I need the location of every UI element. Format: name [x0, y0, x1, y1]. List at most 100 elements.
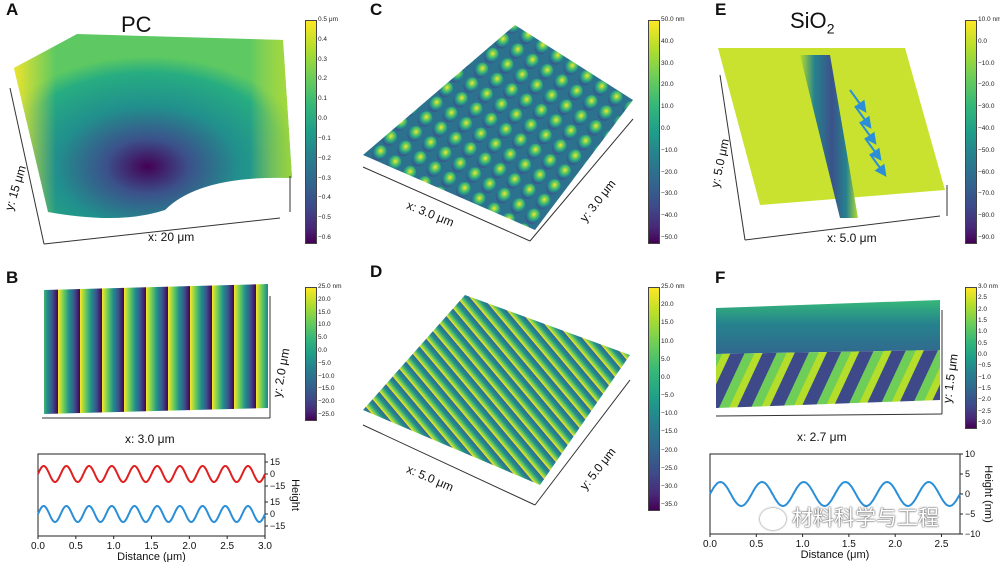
colorbar-tick-label: −25.0 — [318, 411, 335, 418]
watermark-text: 材料科学与工程 — [760, 502, 939, 532]
colorbar-tick-label: −0.6 — [318, 234, 331, 241]
x-tick-label: 2.0 — [182, 541, 196, 552]
x-tick-label: 3.0 — [258, 541, 272, 552]
panel-c-colorbar-ticks: 50.0 nm 40.0 30.0 20.0 10.0 0.0 −10.0 −20.0 −30.… — [661, 16, 701, 243]
panel-e-title-sub: 2 — [826, 20, 835, 37]
colorbar-tick-label: −10.0 — [978, 59, 995, 67]
panel-e-title: SiO2 — [790, 8, 834, 36]
colorbar-tick-label: −50.0 — [661, 234, 678, 241]
colorbar-tick-label: −60.0 — [978, 168, 995, 176]
colorbar-tick-label: −3.0 — [978, 419, 991, 426]
panel-c-surface — [362, 25, 634, 242]
colorbar-tick-label: 1.5 — [978, 317, 988, 324]
colorbar-tick-label: 0.0 — [978, 351, 988, 358]
panel-b-surface — [42, 284, 271, 419]
panel-e-title-main: SiO — [790, 8, 827, 33]
colorbar-tick-label: −0.5 — [318, 214, 331, 222]
colorbar-tick-label: 1.0 — [978, 328, 988, 336]
x-tick-label: 0.0 — [31, 541, 45, 552]
x-tick-label: 2.5 — [935, 539, 949, 550]
colorbar-tick-label: 0.0 — [978, 37, 988, 45]
colorbar-tick-label: 20.0 — [661, 301, 674, 309]
panel-f-surface — [715, 300, 943, 417]
colorbar-tick-label: 0.3 — [318, 55, 328, 63]
colorbar-tick-label: 10.0 nm — [978, 16, 1000, 23]
panel-a-colorbar — [305, 20, 317, 244]
wechat-icon — [760, 508, 786, 530]
y-tick-label: −10 — [965, 529, 980, 539]
y-tick-label: 0 — [965, 489, 970, 499]
panel-letter-b: B — [6, 268, 19, 287]
plot-frame — [37, 453, 266, 537]
colorbar-tick-label: −30.0 — [978, 103, 995, 111]
colorbar-tick-label: 10.0 — [661, 337, 674, 345]
y-tick-label: 10 — [965, 449, 975, 459]
y-tick-label: 15 — [270, 457, 280, 467]
colorbar-tick-label: 30.0 — [661, 59, 674, 67]
colorbar-tick-label: 0.5 μm — [318, 16, 339, 23]
colorbar-tick-label: −25.0 — [661, 464, 678, 472]
profile-series-line — [37, 505, 266, 523]
panel-e-arrows — [849, 89, 887, 177]
x-tick-label: 0.5 — [69, 541, 83, 552]
y-axis-label: Height — [289, 479, 301, 511]
colorbar-tick-label: −15.0 — [661, 428, 678, 436]
panel-a-colorbar-ticks: 0.5 μm 0.4 0.3 0.2 0.1 0.0 −0.1 −0.2 −0.3 −0.4 −0.… — [318, 16, 358, 243]
panel-letter-c: C — [370, 0, 383, 19]
y-tick-label: 0 — [270, 469, 275, 479]
panel-letter-d: D — [370, 262, 383, 281]
panel-letter-a: A — [6, 0, 19, 19]
colorbar-tick-label: −40.0 — [978, 125, 995, 132]
panel-e-surface — [718, 48, 948, 241]
colorbar-tick-label: 40.0 — [661, 37, 674, 45]
colorbar-tick-label: 0.1 — [318, 95, 328, 103]
colorbar-tick-label: 0.5 — [978, 339, 988, 347]
x-tick-label: 2.0 — [888, 539, 902, 550]
colorbar-tick-label: 50.0 nm — [661, 16, 685, 23]
panel-e-colorbar — [965, 20, 977, 244]
x-axis-label: Distance (μm) — [117, 551, 186, 562]
x-tick-label: 0.5 — [749, 539, 763, 550]
panel-d-colorbar-ticks: 25.0 nm 20.0 15.0 10.0 5.0 0.0 −5.0 −10.0 −15.0 −… — [661, 283, 701, 510]
y-axis-label: Height (nm) — [982, 465, 994, 522]
y-tick-label: −5 — [965, 509, 975, 519]
panel-b-colorbar-ticks: 25.0 nm 20.0 15.0 10.0 5.0 0.0 −5.0 −10.0 −15.0 −… — [318, 283, 358, 420]
panel-e-x-label: x: 5.0 μm — [827, 231, 877, 245]
colorbar-tick-label: −40.0 — [661, 212, 678, 220]
colorbar-tick-label: −30.0 — [661, 190, 678, 198]
colorbar-tick-label: 20.0 — [318, 295, 331, 303]
colorbar-tick-label: −0.3 — [318, 174, 331, 182]
x-tick-label: 1.5 — [842, 539, 856, 550]
colorbar-tick-label: 2.0 — [978, 305, 988, 313]
y-tick-label: 5 — [965, 469, 970, 479]
colorbar-tick-label: −2.0 — [978, 396, 991, 404]
colorbar-tick-label: 20.0 — [661, 81, 674, 89]
colorbar-tick-label: −20.0 — [318, 398, 335, 406]
colorbar-tick-label: −0.2 — [318, 154, 331, 162]
x-tick-label: 2.5 — [220, 541, 234, 552]
colorbar-tick-label: −90.0 — [978, 234, 995, 241]
panel-f-x-label: x: 2.7 μm — [797, 430, 847, 444]
panel-c-colorbar — [648, 20, 660, 244]
colorbar-tick-label: −30.0 — [661, 482, 678, 490]
panel-a-title: PC — [121, 12, 152, 37]
colorbar-tick-label: 5.0 — [318, 334, 328, 342]
colorbar-tick-label: 15.0 — [661, 319, 674, 327]
panel-d-surface — [362, 295, 631, 506]
colorbar-tick-label: −15.0 — [318, 385, 335, 393]
profile-series-line — [709, 480, 961, 508]
colorbar-tick-label: −50.0 — [978, 146, 995, 154]
panel-f-colorbar-ticks: 3.0 nm 2.5 2.0 1.5 1.0 0.5 0.0 −0.5 −1.0 −1.5 −2.0… — [978, 283, 1000, 428]
colorbar-tick-label: 10.0 — [318, 321, 331, 329]
x-axis-label: Distance (μm) — [801, 549, 870, 561]
colorbar-tick-label: 25.0 nm — [661, 283, 685, 290]
colorbar-tick-label: −0.1 — [318, 134, 331, 142]
panel-b-profile-chart: 0.0 0.5 1.0 1.5 2.0 2.5 3.0 Distance (μm) 15 0 −15… — [31, 453, 301, 562]
colorbar-tick-label: 0.4 — [318, 35, 328, 43]
y-tick-label: −15 — [270, 481, 285, 491]
colorbar-tick-label: −10.0 — [661, 146, 678, 154]
panel-e-colorbar-ticks: 10.0 nm 0.0 −10.0 −20.0 −30.0 −40.0 −50.0 −60.0… — [978, 16, 1000, 243]
y-tick-label: 0 — [270, 509, 275, 519]
colorbar-tick-label: −70.0 — [978, 190, 995, 198]
colorbar-tick-label: −0.4 — [318, 194, 331, 202]
